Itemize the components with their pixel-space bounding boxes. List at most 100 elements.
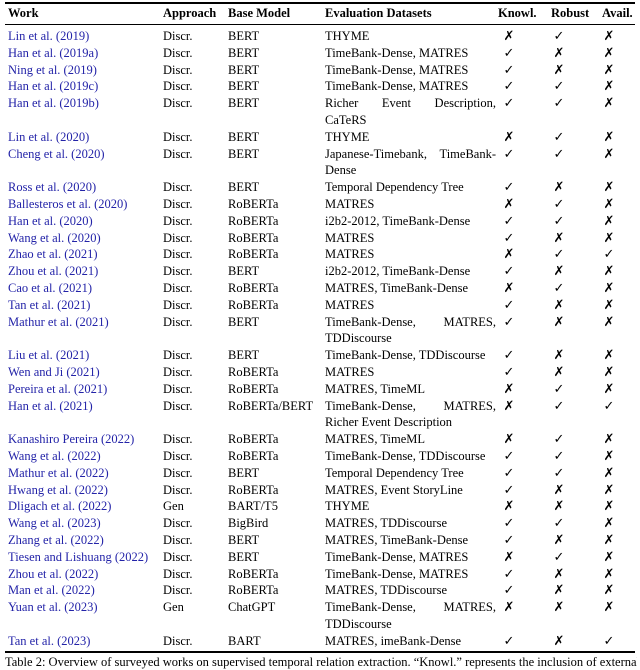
citation-link[interactable]: Liu et al. (2021): [8, 348, 90, 363]
table-row: MATRES Tan et al. (2021) Discr. RoBERTa ✓ ✗ ✗: [0, 297, 640, 314]
cross-icon: ✗: [603, 348, 615, 364]
base-model-cell: BERT: [228, 314, 260, 329]
citation-link[interactable]: Lin et al. (2020): [8, 129, 90, 144]
table-caption: Table 2: Overview of surveyed works on s…: [5, 655, 637, 669]
approach-cell: Discr.: [163, 583, 193, 598]
avail-cell: ✗: [594, 314, 624, 332]
citation-link[interactable]: Mathur et al. (2022): [8, 465, 109, 480]
cross-icon: ✗: [603, 180, 615, 196]
citation-link[interactable]: Wen and Ji (2021): [8, 364, 100, 379]
citation-link[interactable]: Han et al. (2019a): [8, 45, 99, 60]
base-model-cell: BERT: [228, 96, 260, 111]
knowl-cell: ✓: [494, 78, 524, 96]
citation-link[interactable]: Han et al. (2019b): [8, 96, 99, 111]
citation-link[interactable]: Man et al. (2022): [8, 583, 95, 598]
table-row: MATRES, imeBank-Dense Tan et al. (2023) Di…: [0, 633, 640, 650]
citation-link[interactable]: Zhou et al. (2021): [8, 264, 99, 279]
citation-link[interactable]: Dligach et al. (2022): [8, 499, 112, 514]
base-model-cell: BERT: [228, 79, 260, 94]
avail-cell: ✗: [594, 297, 624, 315]
citation-link[interactable]: Ning et al. (2019): [8, 62, 97, 77]
knowl-cell: ✗: [494, 398, 524, 416]
base-model-cell: ChatGPT: [228, 600, 276, 615]
citation-link[interactable]: Cheng et al. (2020): [8, 146, 105, 161]
cross-icon: ✗: [503, 129, 515, 145]
citation-link[interactable]: Cao et al. (2021): [8, 280, 93, 295]
table-row: MATRES, TDDiscourse Wang et al. (2023) Dis…: [0, 515, 640, 532]
cross-icon: ✗: [503, 280, 515, 296]
avail-cell: ✓: [594, 398, 624, 416]
evaluation-datasets-cell: Temporal Dependency Tree: [325, 465, 464, 480]
citation-link[interactable]: Wang et al. (2023): [8, 516, 101, 531]
table-row: Japanese-Timebank, TimeBank-Dense Cheng e…: [0, 146, 640, 180]
cross-icon: ✗: [603, 264, 615, 280]
approach-cell: Discr.: [163, 633, 193, 648]
check-icon: ✓: [603, 398, 615, 414]
citation-link[interactable]: Ross et al. (2020): [8, 180, 97, 195]
citation-link[interactable]: Han et al. (2021): [8, 398, 93, 413]
work-cell: Han et al. (2020): [8, 213, 163, 230]
citation-link[interactable]: Yuan et al. (2023): [8, 600, 98, 615]
citation-link[interactable]: Mathur et al. (2021): [8, 314, 109, 329]
check-icon: ✓: [553, 549, 565, 565]
robust-cell: ✓: [544, 549, 574, 567]
avail-cell: ✗: [594, 196, 624, 214]
citation-link[interactable]: Zhou et al. (2022): [8, 566, 99, 581]
avail-cell: ✗: [594, 263, 624, 281]
citation-link[interactable]: Tan et al. (2021): [8, 297, 91, 312]
check-icon: ✓: [553, 398, 565, 414]
robust-cell: ✓: [544, 465, 574, 483]
cross-icon: ✗: [503, 29, 515, 44]
citation-link[interactable]: Lin et al. (2019): [8, 29, 90, 43]
evaluation-datasets-cell: MATRES: [325, 297, 375, 312]
work-cell: Lin et al. (2020): [8, 129, 163, 146]
cross-icon: ✗: [603, 432, 615, 448]
citation-link[interactable]: Tiesen and Lishuang (2022): [8, 549, 149, 564]
citation-link[interactable]: Wang et al. (2022): [8, 448, 101, 463]
citation-link[interactable]: Zhao et al. (2021): [8, 247, 98, 262]
base-model-cell: BART: [228, 633, 261, 648]
knowl-cell: ✗: [494, 599, 524, 617]
citation-link[interactable]: Ballesteros et al. (2020): [8, 196, 128, 211]
citation-link[interactable]: Wang et al. (2020): [8, 230, 101, 245]
citation-link[interactable]: Han et al. (2020): [8, 213, 93, 228]
check-icon: ✓: [553, 280, 565, 296]
evaluation-datasets-cell: TimeBank-Dense, MATRES: [325, 62, 469, 77]
robust-cell: ✗: [544, 62, 574, 80]
work-cell: Mathur et al. (2022): [8, 465, 163, 482]
evaluation-datasets-cell: TimeBank-Dense, MATRES: [325, 45, 469, 60]
approach-cell: Discr.: [163, 129, 193, 144]
approach-cell: Discr.: [163, 448, 193, 463]
check-icon: ✓: [553, 448, 565, 464]
avail-cell: ✗: [594, 28, 624, 46]
work-cell: Tan et al. (2021): [8, 297, 163, 314]
work-cell: Cheng et al. (2020): [8, 146, 163, 163]
check-icon: ✓: [553, 516, 565, 532]
check-icon: ✓: [503, 230, 515, 246]
cross-icon: ✗: [603, 583, 615, 599]
approach-cell: Discr.: [163, 516, 193, 531]
approach-cell: Discr.: [163, 566, 193, 581]
knowl-cell: ✗: [494, 196, 524, 214]
citation-link[interactable]: Pereira et al. (2021): [8, 381, 108, 396]
citation-link[interactable]: Han et al. (2019c): [8, 79, 99, 94]
avail-cell: ✗: [594, 599, 624, 617]
column-header-evaluation-datasets: Evaluation Datasets: [325, 6, 432, 20]
citation-link[interactable]: Hwang et al. (2022): [8, 482, 108, 497]
base-model-cell: BERT: [228, 465, 260, 480]
check-icon: ✓: [503, 364, 515, 380]
robust-cell: ✓: [544, 213, 574, 231]
citation-link[interactable]: Kanashiro Pereira (2022): [8, 432, 135, 447]
work-cell: Wen and Ji (2021): [8, 364, 163, 381]
check-icon: ✓: [553, 129, 565, 145]
citation-link[interactable]: Zhang et al. (2022): [8, 532, 104, 547]
citation-link[interactable]: Tan et al. (2023): [8, 633, 91, 648]
table-row: TimeBank-Dense, TDDiscourse Wang et al. (…: [0, 448, 640, 465]
cross-icon: ✗: [603, 499, 615, 515]
check-icon: ✓: [503, 297, 515, 313]
cross-icon: ✗: [603, 79, 615, 95]
check-icon: ✓: [503, 96, 515, 112]
robust-cell: ✗: [544, 532, 574, 550]
work-cell: Tiesen and Lishuang (2022): [8, 549, 163, 566]
cross-icon: ✗: [553, 297, 565, 313]
